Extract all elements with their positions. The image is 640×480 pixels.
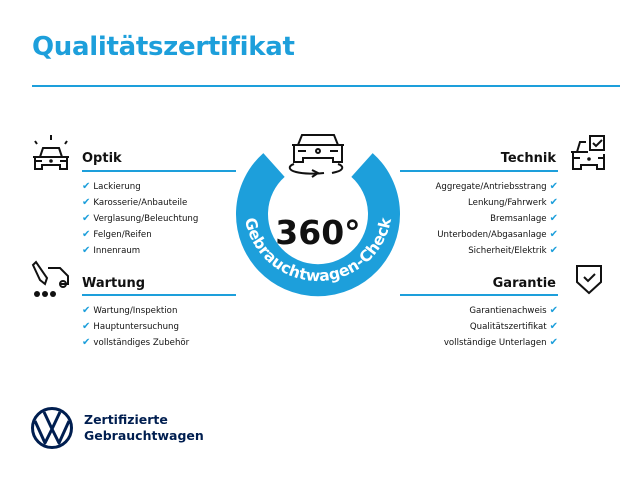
car-rotate-icon bbox=[288, 134, 344, 178]
brand-line-2: Gebrauchtwagen bbox=[84, 428, 204, 443]
checklist-item: ✔ vollständiges Zubehör bbox=[82, 335, 189, 351]
checklist-item-label: Unterboden/Abgasanlage bbox=[437, 230, 547, 240]
check-icon: ✔ bbox=[549, 245, 558, 256]
checklist-item-label: Qualitätszertifikat bbox=[469, 322, 547, 332]
optik-divider bbox=[82, 170, 236, 172]
check-icon: ✔ bbox=[82, 181, 91, 192]
section-heading-optik: Optik bbox=[82, 151, 122, 166]
checklist-item-label: Bremsanlage bbox=[490, 214, 547, 224]
checklist-item: ✔ Karosserie/Anbauteile bbox=[82, 195, 198, 211]
check-icon: ✔ bbox=[549, 213, 558, 224]
car-checkbox-icon bbox=[571, 135, 605, 170]
checklist-item-label: Karosserie/Anbauteile bbox=[93, 198, 188, 208]
checklist-item: ✔ Innenraum bbox=[82, 243, 198, 259]
section-heading-garantie: Garantie bbox=[492, 276, 556, 291]
checklist-item-label: Lenkung/Fahrwerk bbox=[468, 198, 547, 208]
page-title: Qualitätszertifikat bbox=[32, 32, 295, 62]
checklist-item-label: Wartung/Inspektion bbox=[93, 306, 178, 316]
section-heading-wartung: Wartung bbox=[82, 276, 146, 291]
checklist-item-label: Lackierung bbox=[93, 182, 141, 192]
wartung-divider bbox=[82, 294, 236, 296]
check-icon: ✔ bbox=[549, 321, 558, 332]
check-icon: ✔ bbox=[82, 229, 91, 240]
checklist-item: ✔ Hauptuntersuchung bbox=[82, 319, 189, 335]
checklist-item-label: Verglasung/Beleuchtung bbox=[93, 214, 199, 224]
checklist-item: Unterboden/Abgasanlage ✔ bbox=[436, 227, 558, 243]
car-lights-icon bbox=[33, 135, 69, 170]
wartung-list: ✔ Wartung/Inspektion ✔ Hauptuntersuchung ✔ vo… bbox=[82, 303, 189, 351]
technik-divider bbox=[400, 170, 558, 172]
check-icon: ✔ bbox=[549, 229, 558, 240]
vw-logo bbox=[31, 407, 73, 449]
check-icon: ✔ bbox=[82, 197, 91, 208]
check-icon: ✔ bbox=[549, 197, 558, 208]
technik-list: Aggregate/Antriebsstrang ✔ Lenkung/Fahrwer… bbox=[436, 179, 558, 259]
checklist-item: Lenkung/Fahrwerk ✔ bbox=[436, 195, 558, 211]
shield-check-icon bbox=[576, 265, 602, 295]
check-icon: ✔ bbox=[82, 245, 91, 256]
check-icon: ✔ bbox=[549, 305, 558, 316]
check-icon: ✔ bbox=[82, 213, 91, 224]
checklist-item-label: Aggregate/Antriebsstrang bbox=[435, 182, 547, 192]
brand-line-1: Zertifizierte bbox=[84, 412, 168, 427]
checklist-item: Bremsanlage ✔ bbox=[436, 211, 558, 227]
check-icon: ✔ bbox=[82, 305, 91, 316]
checklist-item: ✔ Verglasung/Beleuchtung bbox=[82, 211, 198, 227]
checklist-item: ✔ Lackierung bbox=[82, 179, 198, 195]
checklist-item-label: Garantienachweis bbox=[469, 306, 547, 316]
checklist-item-label: vollständiges Zubehör bbox=[93, 338, 190, 348]
checklist-item-label: Innenraum bbox=[93, 246, 141, 256]
brand-text: Zertifizierte Gebrauchtwagen bbox=[84, 412, 204, 444]
garantie-divider bbox=[400, 294, 558, 296]
degrees-value: 360° bbox=[275, 213, 360, 252]
checklist-item-label: Sicherheit/Elektrik bbox=[468, 246, 547, 256]
service-truck-icon bbox=[31, 260, 69, 297]
checklist-item-label: Hauptuntersuchung bbox=[93, 322, 179, 332]
check-icon: ✔ bbox=[549, 181, 558, 192]
checklist-item: Sicherheit/Elektrik ✔ bbox=[436, 243, 558, 259]
checklist-item: ✔ Felgen/Reifen bbox=[82, 227, 198, 243]
checklist-item: Garantienachweis ✔ bbox=[444, 303, 558, 319]
title-divider bbox=[32, 85, 620, 87]
gebrauchtwagen-check-badge: 360° Gebrauchtwagen-Check bbox=[236, 134, 400, 297]
check-icon: ✔ bbox=[82, 337, 91, 348]
garantie-list: Garantienachweis ✔ Qualitätszertifikat ✔ vol… bbox=[444, 303, 558, 351]
check-icon: ✔ bbox=[549, 337, 558, 348]
optik-list: ✔ Lackierung ✔ Karosserie/Anbauteile ✔ Vergla… bbox=[82, 179, 198, 259]
section-heading-technik: Technik bbox=[500, 151, 556, 166]
checklist-item: Qualitätszertifikat ✔ bbox=[444, 319, 558, 335]
checklist-item: Aggregate/Antriebsstrang ✔ bbox=[436, 179, 558, 195]
ring-arc bbox=[236, 153, 400, 297]
checklist-item-label: vollständige Unterlagen bbox=[443, 338, 547, 348]
checklist-item-label: Felgen/Reifen bbox=[93, 230, 152, 240]
checklist-item: vollständige Unterlagen ✔ bbox=[444, 335, 558, 351]
checklist-item: ✔ Wartung/Inspektion bbox=[82, 303, 189, 319]
check-icon: ✔ bbox=[82, 321, 91, 332]
